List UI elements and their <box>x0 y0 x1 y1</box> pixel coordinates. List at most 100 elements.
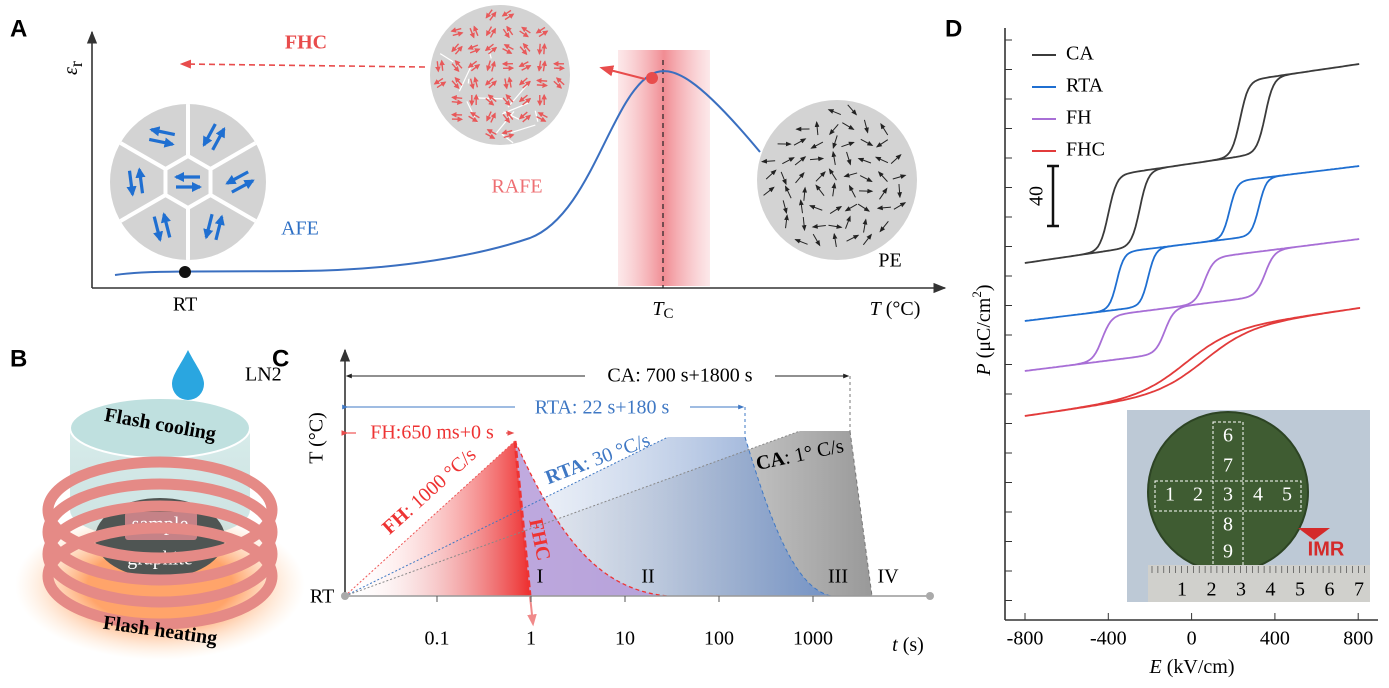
coil <box>42 500 278 608</box>
dipole-arrow <box>846 234 860 242</box>
fhc-curve <box>514 440 669 597</box>
dipole-arrow <box>536 43 543 55</box>
grain-boundary <box>209 128 266 171</box>
start-label: RT <box>310 586 334 608</box>
dipole-arrow <box>231 179 255 194</box>
grain-boundary <box>439 53 454 63</box>
legend-label: RTA <box>1066 75 1104 97</box>
dipole-arrow <box>877 171 888 182</box>
wafer-label: 2 <box>1193 484 1203 506</box>
dipole-arrow <box>149 126 176 137</box>
dipole-arrow <box>489 27 496 38</box>
dipole-arrow <box>507 76 513 88</box>
logo: IMR <box>1308 538 1345 560</box>
dipole-arrow <box>469 78 475 90</box>
legend-label: FH <box>1066 107 1092 129</box>
rta-ramp <box>344 436 669 597</box>
dipole-arrow <box>782 200 788 215</box>
dipole-arrow <box>893 202 907 210</box>
dipole-arrow <box>829 205 843 214</box>
x-symbol: t <box>892 634 898 656</box>
dipole-arrow <box>485 97 495 106</box>
grain-boundary <box>534 110 539 122</box>
dipole-arrow <box>486 26 493 37</box>
dipole-arrow <box>454 76 463 86</box>
dipole-arrow <box>842 122 855 130</box>
panel-label: B <box>10 345 27 372</box>
dipole-arrow <box>484 43 494 52</box>
dipole-arrow <box>486 129 497 136</box>
dipole-arrow <box>485 132 496 139</box>
x-ticks: 0.1 1 10 100 1000 <box>425 596 833 650</box>
grain-boundary <box>458 64 473 92</box>
hysteresis-loops <box>1024 63 1361 417</box>
x-unit: (s) <box>898 634 924 656</box>
dipole-arrow <box>518 111 528 120</box>
dipole-arrow <box>473 25 479 37</box>
dipole-arrow <box>451 94 463 101</box>
dipole-arrow <box>811 224 826 229</box>
dipole-arrow <box>785 185 792 199</box>
rafe-circle <box>430 5 570 145</box>
dipole-arrow <box>467 44 479 50</box>
x-tick-label: 1000 <box>793 628 833 650</box>
coils <box>42 456 278 630</box>
ruler-label: 5 <box>1295 579 1305 601</box>
scale-label: 40 <box>1026 186 1048 206</box>
fhc-arrow <box>179 59 426 69</box>
dipole-arrow <box>502 28 510 39</box>
dipole-arrow <box>452 31 464 37</box>
phase-label: AFE <box>281 218 319 240</box>
dipole-arrow <box>160 212 172 238</box>
wafer-label: 4 <box>1253 484 1263 506</box>
ruler-label: 3 <box>1236 579 1246 601</box>
dipole-arrow <box>832 232 838 248</box>
dipole-arrow <box>501 9 512 17</box>
dipole-arrow <box>487 94 497 103</box>
dipole-arrow <box>782 157 795 165</box>
dipole-arrow <box>537 112 548 118</box>
dipole-arrow <box>152 216 164 242</box>
dipole-arrow <box>848 184 856 198</box>
phase-label: RAFE <box>491 176 542 198</box>
dipole-arrow <box>519 46 528 56</box>
rta-edge <box>744 436 833 597</box>
grid-row <box>1154 480 1302 512</box>
x-tick-label: RT <box>173 294 197 316</box>
dipole-arrow <box>521 26 531 34</box>
dipole-arrow <box>784 214 789 229</box>
dipole-arrow <box>863 119 869 134</box>
dipole-arrow <box>451 80 460 90</box>
grain-boundary <box>510 124 536 134</box>
loop <box>1024 238 1360 372</box>
rt-point <box>179 266 191 278</box>
loop <box>1024 63 1360 264</box>
panel-label: D <box>945 15 962 42</box>
tc-subscript: C <box>664 306 674 322</box>
dipole-arrow <box>490 112 496 123</box>
dipole-arrow <box>148 137 175 148</box>
dipole-arrow <box>879 187 888 200</box>
dipole-arrow <box>859 175 873 182</box>
dipole-arrow <box>860 138 874 146</box>
dipole-arrow <box>841 141 855 148</box>
x-unit: (kV/cm) <box>1162 656 1235 678</box>
legend: CA RTA FH FHC <box>1032 43 1105 161</box>
dipole-arrow <box>501 129 513 135</box>
wafer-label: 8 <box>1223 514 1233 536</box>
x-tick-label: 400 <box>1260 628 1290 650</box>
dipole-arrow <box>522 80 532 89</box>
x-tick-label: 1 <box>526 628 536 650</box>
dipole-arrow <box>504 13 515 21</box>
dipole-arrow <box>553 80 563 89</box>
span-label: CA: 700 s+1800 s <box>607 365 752 387</box>
dipole-arrow <box>536 77 548 84</box>
dipole-arrow <box>469 27 475 39</box>
dipole-arrow <box>506 25 514 36</box>
y-unit-exp: 2 <box>969 291 984 298</box>
dipole-arrow <box>845 215 851 229</box>
wafer-label: 6 <box>1223 425 1233 447</box>
wafer-label: 1 <box>1165 484 1175 506</box>
x-label: T (°C) <box>870 298 921 320</box>
dipole-arrow <box>875 139 889 148</box>
